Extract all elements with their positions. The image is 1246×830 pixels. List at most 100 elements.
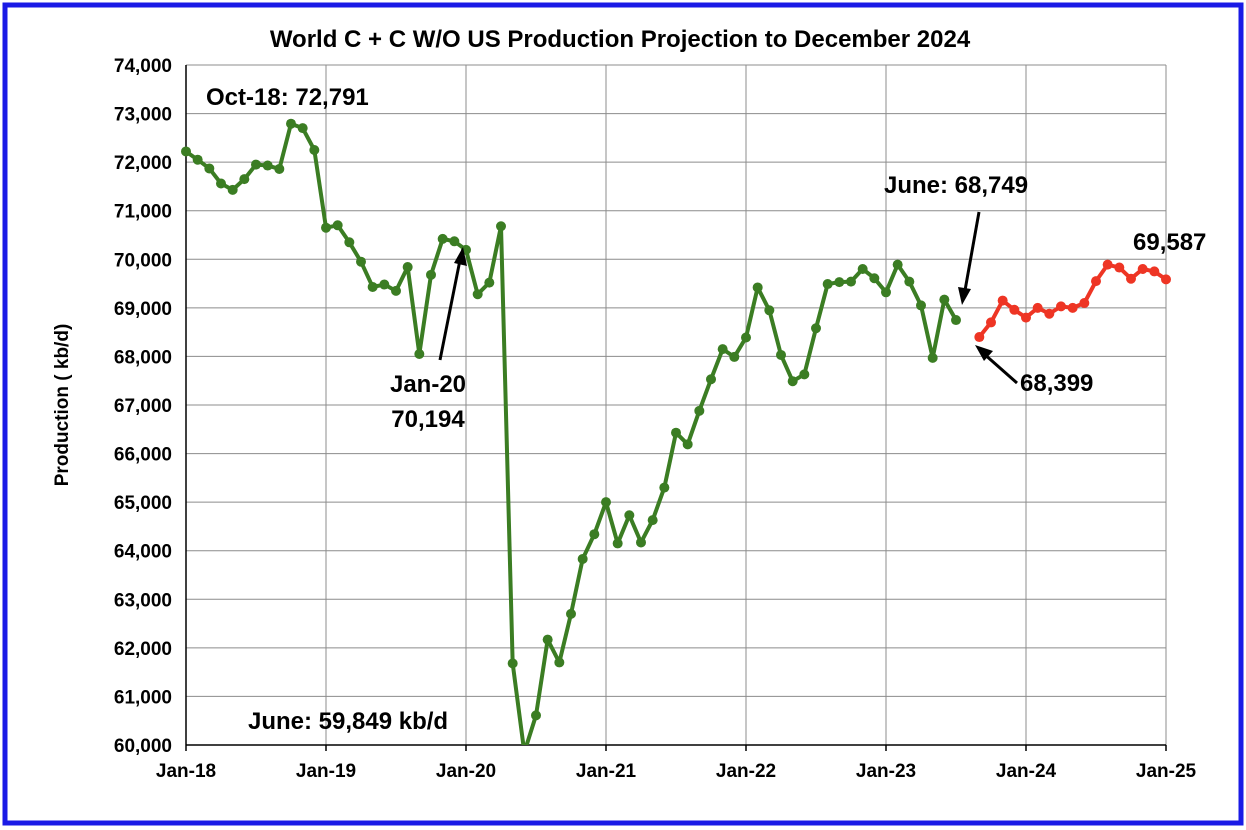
x-tick-label: Jan-19 xyxy=(296,761,356,782)
annotation-projection-end: 69,587 xyxy=(1133,229,1206,256)
arrow-june-actual xyxy=(962,211,981,297)
data-point xyxy=(1021,312,1031,323)
data-point xyxy=(1114,262,1125,273)
data-point xyxy=(601,497,611,508)
data-point xyxy=(624,510,635,521)
data-point xyxy=(542,634,553,645)
data-point xyxy=(939,294,950,305)
data-point xyxy=(239,174,250,185)
data-point xyxy=(636,537,646,548)
data-point xyxy=(274,163,285,174)
data-point xyxy=(449,236,460,247)
data-point xyxy=(496,221,506,232)
data-point xyxy=(846,276,856,287)
data-point xyxy=(776,349,786,360)
data-point xyxy=(286,118,296,129)
data-point xyxy=(706,374,716,385)
data-point xyxy=(1149,266,1160,277)
data-point xyxy=(1032,302,1043,313)
x-tick-label: Jan-24 xyxy=(996,761,1057,782)
data-point xyxy=(997,295,1008,306)
data-point xyxy=(799,369,810,380)
data-point xyxy=(1079,298,1090,308)
data-point xyxy=(741,332,751,343)
x-tick-label: Jan-18 xyxy=(156,761,216,782)
data-point xyxy=(612,538,623,549)
data-point xyxy=(892,259,903,270)
data-point xyxy=(834,277,845,288)
data-point xyxy=(1009,304,1020,315)
data-point xyxy=(1091,276,1101,287)
x-tick-label: Jan-20 xyxy=(436,761,496,782)
data-point xyxy=(356,256,366,267)
data-point xyxy=(414,349,425,359)
y-tick-label: 71,000 xyxy=(114,202,172,223)
data-point xyxy=(216,178,226,189)
annotation-june-low: June: 59,849 kb/d xyxy=(248,708,448,735)
data-point xyxy=(647,515,658,526)
y-tick-label: 63,000 xyxy=(114,590,172,611)
data-point xyxy=(262,160,273,171)
data-point xyxy=(484,277,495,288)
y-tick-label: 61,000 xyxy=(114,687,172,708)
arrow-start-projection xyxy=(982,351,1018,385)
data-point xyxy=(659,482,670,493)
data-point xyxy=(332,220,343,231)
data-point xyxy=(1044,308,1055,319)
x-tick-label: Jan-25 xyxy=(1136,761,1197,782)
data-point xyxy=(554,657,565,668)
data-point xyxy=(367,281,378,292)
data-point xyxy=(927,352,938,363)
data-point xyxy=(787,376,798,387)
data-point xyxy=(752,282,763,293)
arrow-jan20 xyxy=(438,254,463,361)
data-point xyxy=(577,553,588,564)
y-tick-label: 62,000 xyxy=(114,639,172,660)
data-point xyxy=(869,273,880,284)
data-series xyxy=(181,118,1171,745)
data-point xyxy=(391,285,401,296)
chart-title: World C + C W/O US Production Projection… xyxy=(270,26,971,53)
annotation-june-actual: June: 68,749 xyxy=(884,172,1028,199)
data-point xyxy=(694,405,705,416)
data-point xyxy=(251,159,261,170)
y-tick-labels: 60,000 61,000 62,000 63,000 64,000 65,000 66,0… xyxy=(114,56,172,757)
data-point xyxy=(192,154,203,165)
series-actual xyxy=(181,118,961,745)
data-point xyxy=(811,323,821,334)
data-point xyxy=(402,262,413,273)
y-tick-label: 64,000 xyxy=(114,542,172,563)
data-point xyxy=(181,146,191,157)
series-projection xyxy=(974,259,1171,343)
y-tick-label: 73,000 xyxy=(114,105,172,126)
data-point xyxy=(881,287,891,298)
annotation-projection-start: 68,399 xyxy=(1020,370,1093,397)
y-tick-label: 72,000 xyxy=(114,153,172,174)
x-tick-label: Jan-21 xyxy=(576,761,637,782)
data-point xyxy=(904,276,915,287)
x-tick-labels: Jan-18 Jan-19 Jan-20 Jan-21 Jan-22 Jan-23 Jan-… xyxy=(156,761,1197,782)
axes xyxy=(185,65,1167,751)
y-axis-label: Production ( kb/d) xyxy=(52,324,73,487)
data-point xyxy=(682,439,693,450)
y-tick-label: 74,000 xyxy=(114,56,172,77)
y-tick-label: 60,000 xyxy=(114,736,172,757)
data-point xyxy=(1102,259,1113,270)
data-point xyxy=(297,123,308,134)
y-tick-label: 67,000 xyxy=(114,396,172,417)
data-point xyxy=(1067,302,1078,313)
x-tick-label: Jan-22 xyxy=(716,761,776,782)
data-point xyxy=(1137,264,1148,274)
data-point xyxy=(472,289,483,300)
y-tick-label: 69,000 xyxy=(114,299,172,320)
data-point xyxy=(1126,273,1136,284)
arrow-start-projection-head xyxy=(975,345,993,361)
arrow-june-actual-head xyxy=(958,287,971,305)
arrow-jan20-head xyxy=(454,247,467,266)
data-point xyxy=(426,269,436,280)
data-point xyxy=(764,305,775,316)
data-point xyxy=(344,237,355,248)
data-point xyxy=(822,279,833,290)
